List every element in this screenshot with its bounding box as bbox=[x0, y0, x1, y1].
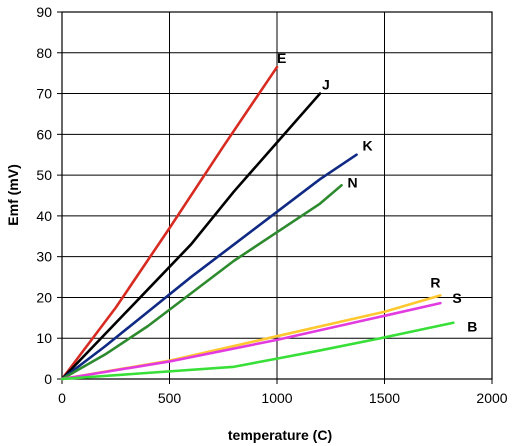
series-label-n: N bbox=[348, 174, 358, 190]
y-tick-label-1: 10 bbox=[36, 330, 52, 346]
series-label-k: K bbox=[363, 138, 373, 154]
series-line-e bbox=[60, 65, 279, 381]
plot-frame bbox=[61, 11, 493, 380]
y-tick-label-4: 40 bbox=[36, 208, 52, 224]
x-tick-label-0: 0 bbox=[58, 390, 66, 406]
y-axis-title: Emf (mV) bbox=[5, 164, 21, 225]
x-tick-label-1: 500 bbox=[158, 390, 182, 406]
x-axis-title: temperature (C) bbox=[228, 427, 332, 443]
y-tick-label-3: 30 bbox=[36, 249, 52, 265]
axis-layer bbox=[57, 11, 493, 384]
series-label-e: E bbox=[277, 50, 286, 66]
y-tick-label-6: 60 bbox=[36, 126, 52, 142]
series-label-b: B bbox=[467, 319, 477, 335]
y-tick-label-0: 0 bbox=[44, 371, 52, 387]
x-tick-label-2: 1000 bbox=[261, 390, 292, 406]
y-tick-label-2: 20 bbox=[36, 289, 52, 305]
x-tick-label-4: 2000 bbox=[476, 390, 507, 406]
x-tick-label-3: 1500 bbox=[369, 390, 400, 406]
y-tick-label-5: 50 bbox=[36, 167, 52, 183]
y-tick-label-7: 70 bbox=[36, 86, 52, 102]
series-label-j: J bbox=[322, 77, 330, 93]
series-line-k bbox=[60, 153, 358, 381]
label-layer: 0 500 1000 1500 2000 0 10 20 30 40 50 60 70 80 90 E J K N R… bbox=[36, 4, 507, 406]
series-label-r: R bbox=[430, 274, 440, 290]
y-tick-label-9: 90 bbox=[36, 4, 52, 20]
series-layer bbox=[60, 65, 455, 381]
series-line-b bbox=[60, 321, 455, 381]
series-line-s bbox=[60, 301, 442, 381]
series-line-j bbox=[60, 92, 322, 381]
y-tick-label-8: 80 bbox=[36, 45, 52, 61]
series-label-s: S bbox=[452, 290, 461, 306]
series-line-n bbox=[60, 184, 343, 381]
